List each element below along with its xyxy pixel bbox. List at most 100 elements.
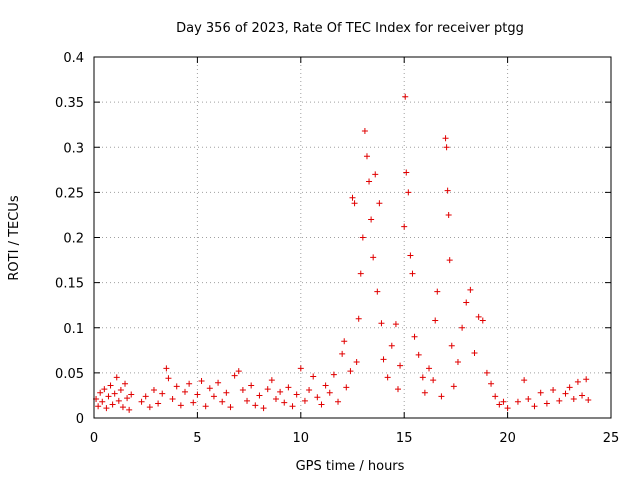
x-tick-label: 20 <box>499 431 516 446</box>
data-point <box>368 216 375 223</box>
data-point <box>444 187 451 194</box>
data-point <box>314 394 321 401</box>
data-point <box>363 153 370 160</box>
data-point <box>500 398 507 405</box>
data-point <box>252 402 259 409</box>
data-point <box>531 403 538 410</box>
data-point <box>122 380 129 387</box>
data-point <box>402 93 409 100</box>
data-point <box>177 402 184 409</box>
y-tick-label: 0.1 <box>63 322 84 337</box>
y-tick-label: 0.15 <box>55 277 84 292</box>
y-tick-label: 0.25 <box>55 186 84 201</box>
data-point <box>537 389 544 396</box>
data-point <box>215 379 222 386</box>
data-point <box>113 374 120 381</box>
data-point <box>479 317 486 324</box>
data-point <box>355 315 362 322</box>
data-point <box>260 405 267 412</box>
data-points <box>93 93 592 413</box>
data-point <box>326 389 333 396</box>
y-tick-label: 0.4 <box>63 51 84 66</box>
data-point <box>388 342 395 349</box>
chart-title: Day 356 of 2023, Rate Of TEC Index for r… <box>176 21 524 36</box>
data-point <box>111 390 118 397</box>
data-point <box>397 362 404 369</box>
data-point <box>268 377 275 384</box>
data-point <box>445 211 452 218</box>
data-point <box>411 333 418 340</box>
data-point <box>227 404 234 411</box>
data-point <box>181 388 188 395</box>
y-tick-label: 0 <box>76 412 84 427</box>
data-point <box>570 396 577 403</box>
data-point <box>97 389 104 396</box>
data-point <box>550 387 557 394</box>
data-point <box>374 288 381 295</box>
data-point <box>163 365 170 372</box>
data-point <box>206 385 213 392</box>
data-point <box>264 386 271 393</box>
data-point <box>165 375 172 382</box>
data-point <box>231 372 238 379</box>
data-point <box>159 390 166 397</box>
data-point <box>421 389 428 396</box>
data-point <box>194 391 201 398</box>
y-tick-label: 0.3 <box>63 141 84 156</box>
data-point <box>142 393 149 400</box>
data-point <box>101 386 108 393</box>
data-point <box>248 382 255 389</box>
data-point <box>521 377 528 384</box>
data-point <box>109 401 116 408</box>
data-point <box>155 400 162 407</box>
data-point <box>446 257 453 264</box>
data-point <box>223 389 230 396</box>
data-point <box>514 398 521 405</box>
data-point <box>107 382 114 389</box>
data-point <box>372 171 379 178</box>
data-point <box>392 321 399 328</box>
data-point <box>297 365 304 372</box>
y-tick-label: 0.05 <box>55 367 84 382</box>
data-point <box>566 384 573 391</box>
data-point <box>471 350 478 357</box>
data-point <box>289 403 296 410</box>
data-point <box>173 383 180 390</box>
data-point <box>353 359 360 366</box>
data-point <box>124 395 131 402</box>
data-point <box>574 378 581 385</box>
data-point <box>244 397 251 404</box>
data-point <box>415 351 422 358</box>
data-point <box>419 374 426 381</box>
data-point <box>126 406 133 413</box>
data-point <box>361 128 368 135</box>
data-point <box>105 393 112 400</box>
data-point <box>277 388 284 395</box>
data-point <box>401 223 408 230</box>
data-point <box>339 350 346 357</box>
data-point <box>403 169 410 176</box>
data-point <box>357 270 364 277</box>
data-point <box>475 313 482 320</box>
data-point <box>583 376 590 383</box>
data-point <box>562 390 569 397</box>
data-point <box>219 398 226 405</box>
data-point <box>169 396 176 403</box>
axis-ticks: 0 5 10 15 20 25 0 0.05 0.1 0.15 0.2 0.25 0.3 0.35 0.4 <box>55 51 619 446</box>
data-point <box>409 270 416 277</box>
y-tick-label: 0.2 <box>63 232 84 247</box>
data-point <box>459 324 466 331</box>
data-point <box>310 373 317 380</box>
data-point <box>119 404 126 411</box>
x-tick-label: 0 <box>90 431 98 446</box>
data-point <box>343 384 350 391</box>
data-point <box>210 393 217 400</box>
data-point <box>351 200 358 207</box>
data-point <box>117 387 124 394</box>
x-tick-label: 10 <box>293 431 310 446</box>
y-tick-label: 0.35 <box>55 96 84 111</box>
data-point <box>448 342 455 349</box>
data-point <box>330 371 337 378</box>
